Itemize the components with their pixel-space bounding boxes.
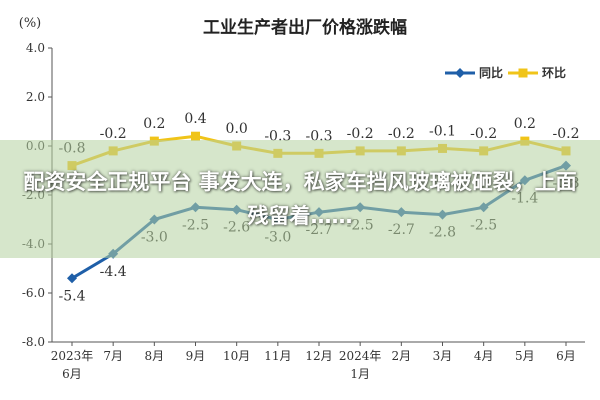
x-tick-label: 2月 (392, 349, 412, 363)
data-label-mom: 0.0 (226, 121, 248, 137)
data-label-mom: -0.1 (429, 123, 456, 139)
chart-legend: 同比 环比 (445, 65, 566, 80)
data-label-mom: 0.2 (514, 116, 536, 132)
data-label-mom: -0.2 (388, 126, 415, 142)
x-tick-label: 3月 (433, 349, 453, 363)
x-tick-label: 7月 (103, 349, 123, 363)
legend-label-mom: 环比 (542, 65, 566, 80)
data-label-mom: -0.2 (553, 126, 580, 142)
data-label-mom: -0.2 (347, 126, 374, 142)
data-label-mom: 0.4 (184, 111, 206, 127)
x-tick-label: 10月 (223, 349, 250, 363)
x-tick-label: 2024年 1月 (339, 349, 382, 381)
x-tick-label: 5月 (515, 349, 535, 363)
news-headline-banner[interactable]: 配资安全正规平台 事发大连，私家车挡风玻璃被砸裂，上面残留着…… (0, 140, 600, 258)
y-tick-label: 2.0 (26, 90, 45, 104)
chart-title: 工业生产者出厂价格涨跌幅 (203, 17, 407, 38)
legend-marker-yoy (455, 68, 465, 78)
y-tick-label: 4.0 (26, 41, 45, 55)
x-tick-label: 4月 (474, 349, 494, 363)
data-point-yoy (67, 273, 77, 284)
x-tick-label: 9月 (186, 349, 206, 363)
legend-marker-mom (518, 68, 528, 78)
x-tick-label: 2023年 6月 (51, 349, 94, 381)
x-tick-label: 8月 (145, 349, 165, 363)
data-point-mom (191, 131, 200, 141)
y-axis-unit-label: (%) (19, 16, 42, 31)
news-headline-text[interactable]: 配资安全正规平台 事发大连，私家车挡风玻璃被砸裂，上面残留着…… (23, 170, 577, 228)
x-tick-label: 12月 (305, 349, 332, 363)
data-label-mom: 0.2 (143, 116, 165, 132)
x-tick-label: 11月 (264, 349, 291, 363)
data-label-yoy: -5.4 (59, 288, 86, 304)
data-label-yoy: -4.4 (100, 264, 127, 280)
y-tick-label: -8.0 (22, 335, 45, 349)
y-tick-label: -6.0 (22, 286, 45, 300)
data-label-mom: -0.2 (470, 126, 497, 142)
legend-label-yoy: 同比 (479, 65, 503, 80)
x-tick-label: 6月 (556, 349, 576, 363)
data-label-mom: -0.2 (100, 126, 127, 142)
